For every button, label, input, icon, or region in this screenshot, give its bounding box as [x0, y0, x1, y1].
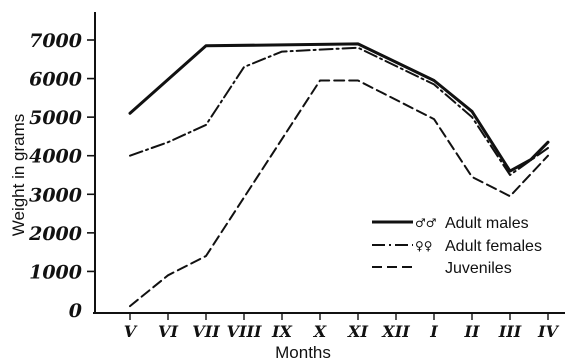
- x-tick-label: IX: [271, 322, 292, 341]
- x-tick-label: V: [124, 322, 138, 341]
- series-line-juveniles: [129, 79, 549, 308]
- y-tick-label: 4000: [29, 146, 82, 168]
- legend-sex-symbol: ♂♂: [415, 216, 437, 230]
- y-tick-label: 6000: [29, 69, 82, 91]
- legend-label: Juveniles: [445, 260, 512, 277]
- y-axis-label: Weight in grams: [9, 114, 28, 237]
- x-tick-label: IV: [537, 322, 559, 341]
- y-tick-label: 5000: [29, 107, 82, 129]
- legend-label: Adult males: [445, 215, 529, 232]
- x-axis-label: Months: [275, 343, 331, 362]
- series-line-adult-males: [128, 42, 550, 173]
- y-tick-label: 3000: [29, 184, 82, 206]
- series-lines: [128, 42, 550, 308]
- legend-label: Adult females: [445, 238, 542, 255]
- x-tick-label: XI: [347, 322, 368, 341]
- x-tick-label: X: [313, 322, 327, 341]
- y-tick-label: 2000: [28, 223, 82, 245]
- legend-sex-symbol: ♀♀: [415, 239, 433, 253]
- y-tick-label: 1000: [29, 261, 82, 283]
- legend: ♂♂ Adult males ♀♀ Adult females Juveniles: [372, 215, 542, 277]
- x-tick-label: VII: [192, 322, 220, 341]
- axes: [93, 12, 565, 314]
- x-tick-label: II: [464, 322, 480, 341]
- x-tick-label: VI: [158, 322, 178, 341]
- y-tick-label: 7000: [29, 30, 82, 52]
- series-line-adult-females: [129, 46, 549, 176]
- x-tick-label: I: [429, 322, 438, 341]
- x-tick-label: III: [498, 322, 522, 341]
- x-tick-label: XII: [381, 322, 410, 341]
- ticks: 0 1000 2000 3000 4000 5000 6000 7000 V VI VII VIII I…: [28, 30, 559, 341]
- x-tick-label: VIII: [227, 322, 262, 341]
- y-tick-label: 0: [69, 300, 82, 322]
